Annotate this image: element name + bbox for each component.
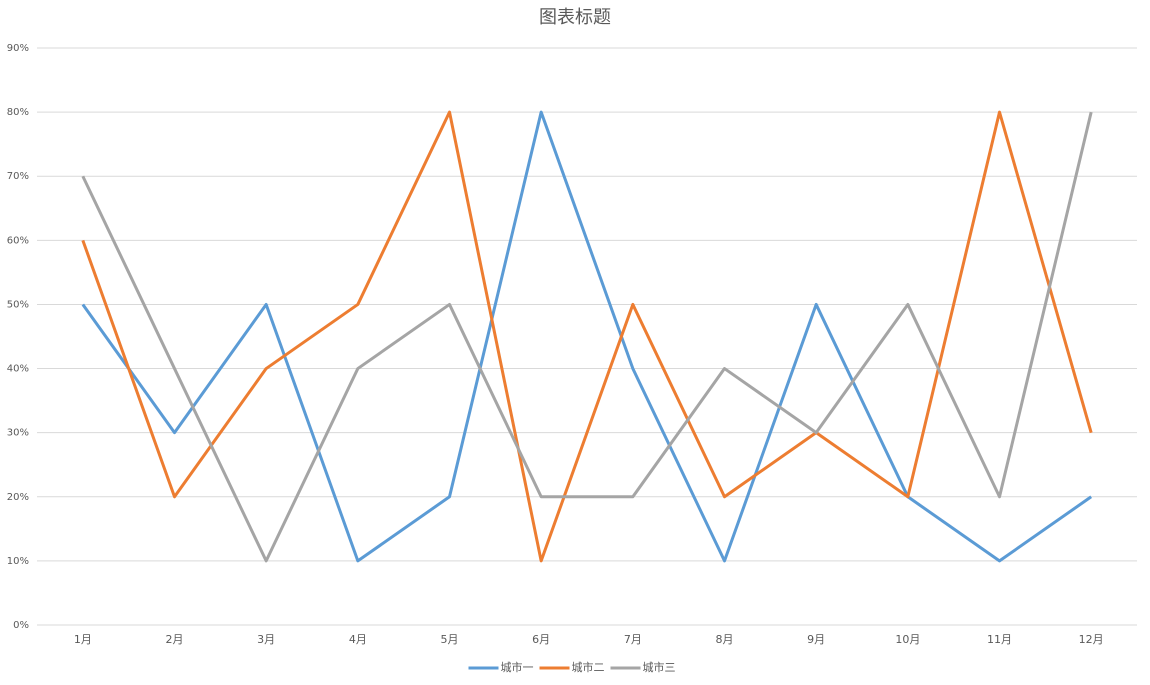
- y-tick-label: 40%: [7, 364, 29, 375]
- x-tick-label: 1月: [74, 633, 92, 646]
- legend-label: 城市二: [572, 660, 605, 674]
- x-tick-label: 2月: [166, 633, 184, 646]
- y-tick-label: 0%: [13, 620, 29, 631]
- legend-label: 城市三: [643, 660, 676, 674]
- x-tick-label: 4月: [349, 633, 367, 646]
- y-tick-label: 30%: [7, 428, 29, 439]
- y-tick-label: 10%: [7, 556, 29, 567]
- y-tick-label: 60%: [7, 235, 29, 246]
- y-tick-label: 90%: [7, 43, 29, 54]
- y-tick-label: 20%: [7, 492, 29, 503]
- series-line: [81, 110, 1093, 563]
- y-tick-label: 50%: [7, 299, 29, 310]
- x-tick-label: 6月: [532, 633, 550, 646]
- series-line: [81, 110, 1093, 563]
- x-tick-label: 8月: [716, 633, 734, 646]
- x-tick-label: 10月: [895, 633, 920, 646]
- x-tick-label: 12月: [1079, 633, 1104, 646]
- x-tick-label: 11月: [987, 633, 1012, 646]
- chart-title: 图表标题: [539, 7, 611, 28]
- y-tick-label: 80%: [7, 107, 29, 118]
- legend-label: 城市一: [501, 660, 534, 674]
- y-tick-label: 70%: [7, 171, 29, 182]
- x-tick-label: 3月: [257, 633, 275, 646]
- x-tick-label: 9月: [807, 633, 825, 646]
- x-tick-label: 5月: [441, 633, 459, 646]
- series-line: [81, 111, 1093, 563]
- x-tick-label: 7月: [624, 633, 642, 646]
